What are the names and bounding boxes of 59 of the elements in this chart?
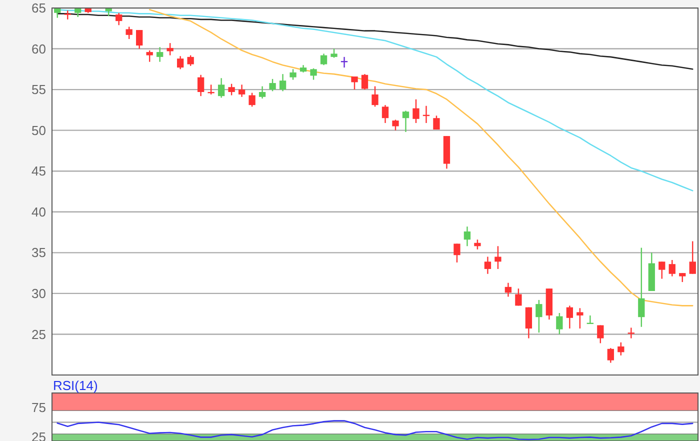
candlestick xyxy=(556,312,563,335)
candlestick xyxy=(248,92,256,108)
candlestick xyxy=(372,86,378,108)
candlestick xyxy=(361,73,368,90)
candlestick xyxy=(474,239,481,250)
candlestick xyxy=(536,299,542,334)
candlestick xyxy=(197,74,204,97)
candlestick xyxy=(566,305,573,330)
candlestick xyxy=(638,247,645,328)
candlestick xyxy=(412,98,420,124)
candlestick xyxy=(504,282,512,298)
candlestick xyxy=(228,83,235,96)
candlestick xyxy=(618,342,624,356)
candlestick xyxy=(392,119,399,131)
candlestick xyxy=(668,259,676,277)
candlestick xyxy=(433,115,440,130)
y-tick-label: 75 xyxy=(32,400,46,416)
candlestick xyxy=(351,76,358,90)
candlestick xyxy=(607,347,614,364)
candlestick xyxy=(484,256,492,274)
candlestick xyxy=(464,226,471,247)
y-tick-label: 40 xyxy=(32,204,46,220)
candlestick xyxy=(279,73,286,92)
line-series xyxy=(56,420,694,440)
y-tick-label: 55 xyxy=(32,82,46,98)
candlestick xyxy=(146,50,153,62)
candlestick xyxy=(310,68,317,80)
y-tick-label: 45 xyxy=(32,164,46,179)
candlestick xyxy=(515,288,522,306)
chart-title: RSI(14) xyxy=(53,378,98,393)
candlestick xyxy=(269,78,276,92)
candlestick xyxy=(320,53,328,66)
candlestick xyxy=(525,306,532,339)
candlestick xyxy=(116,12,122,26)
candlestick xyxy=(166,42,174,56)
y-tick-label: 50 xyxy=(32,122,46,138)
candlestick xyxy=(187,54,194,67)
candlestick xyxy=(494,246,502,270)
candlestick xyxy=(218,78,225,98)
candlestick xyxy=(628,327,634,339)
candlestick xyxy=(454,243,460,264)
y-tick-label: 60 xyxy=(32,41,46,56)
candlestick xyxy=(597,324,604,344)
y-tick-label: 35 xyxy=(32,245,46,260)
candlestick xyxy=(658,261,666,280)
candlestick xyxy=(689,240,696,274)
y-tick-label: 25 xyxy=(32,326,46,342)
candlestick xyxy=(576,308,584,330)
candlestick xyxy=(156,46,164,62)
candlestick xyxy=(136,29,143,50)
candlestick xyxy=(382,104,389,124)
y-tick-label: 65 xyxy=(32,0,46,16)
candlestick xyxy=(238,84,246,98)
y-tick-label: 30 xyxy=(32,286,46,301)
candlestick xyxy=(402,110,410,133)
candlestick xyxy=(258,86,266,100)
candlestick xyxy=(177,56,184,70)
candlestick xyxy=(126,26,132,40)
candlestick xyxy=(290,68,296,80)
